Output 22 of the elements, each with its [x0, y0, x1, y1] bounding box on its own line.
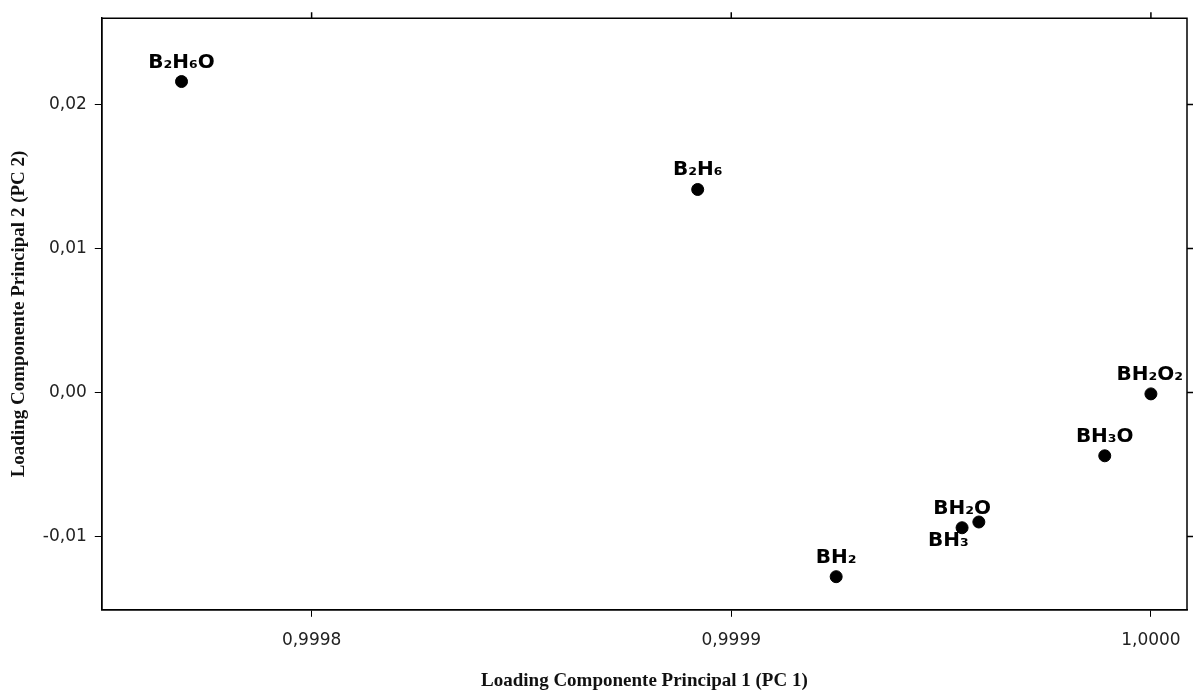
annotation: B₂H₆: [672, 156, 723, 181]
annotation: BH₂O₂: [1116, 360, 1184, 385]
point: [1144, 387, 1158, 401]
point: [691, 182, 705, 196]
annotation: B₂H₆O: [148, 48, 215, 73]
x-axis-title: Loading Componente Principal 1 (PC 1): [481, 668, 808, 691]
y-tick-label: 0,02: [48, 92, 87, 113]
x-tick-label: 1,0000: [1121, 629, 1181, 650]
annotation: BH₂: [815, 543, 857, 568]
point: [175, 75, 189, 89]
point: [1098, 449, 1112, 463]
annotation: BH₃O: [1075, 422, 1134, 447]
annotation: BH₂O: [933, 494, 991, 519]
y-axis-title: Loading Componente Principal 2 (PC 2): [7, 150, 30, 478]
x-tick-label: 0,9998: [281, 629, 342, 650]
point: [972, 515, 986, 529]
x-tick-label: 0,9999: [701, 629, 761, 650]
annotation: BH₃: [928, 527, 969, 551]
y-tick-label: 0,01: [48, 236, 87, 257]
y-tick-label: -0,01: [42, 524, 87, 545]
point: [829, 570, 843, 584]
y-tick-label: 0,00: [48, 380, 87, 401]
